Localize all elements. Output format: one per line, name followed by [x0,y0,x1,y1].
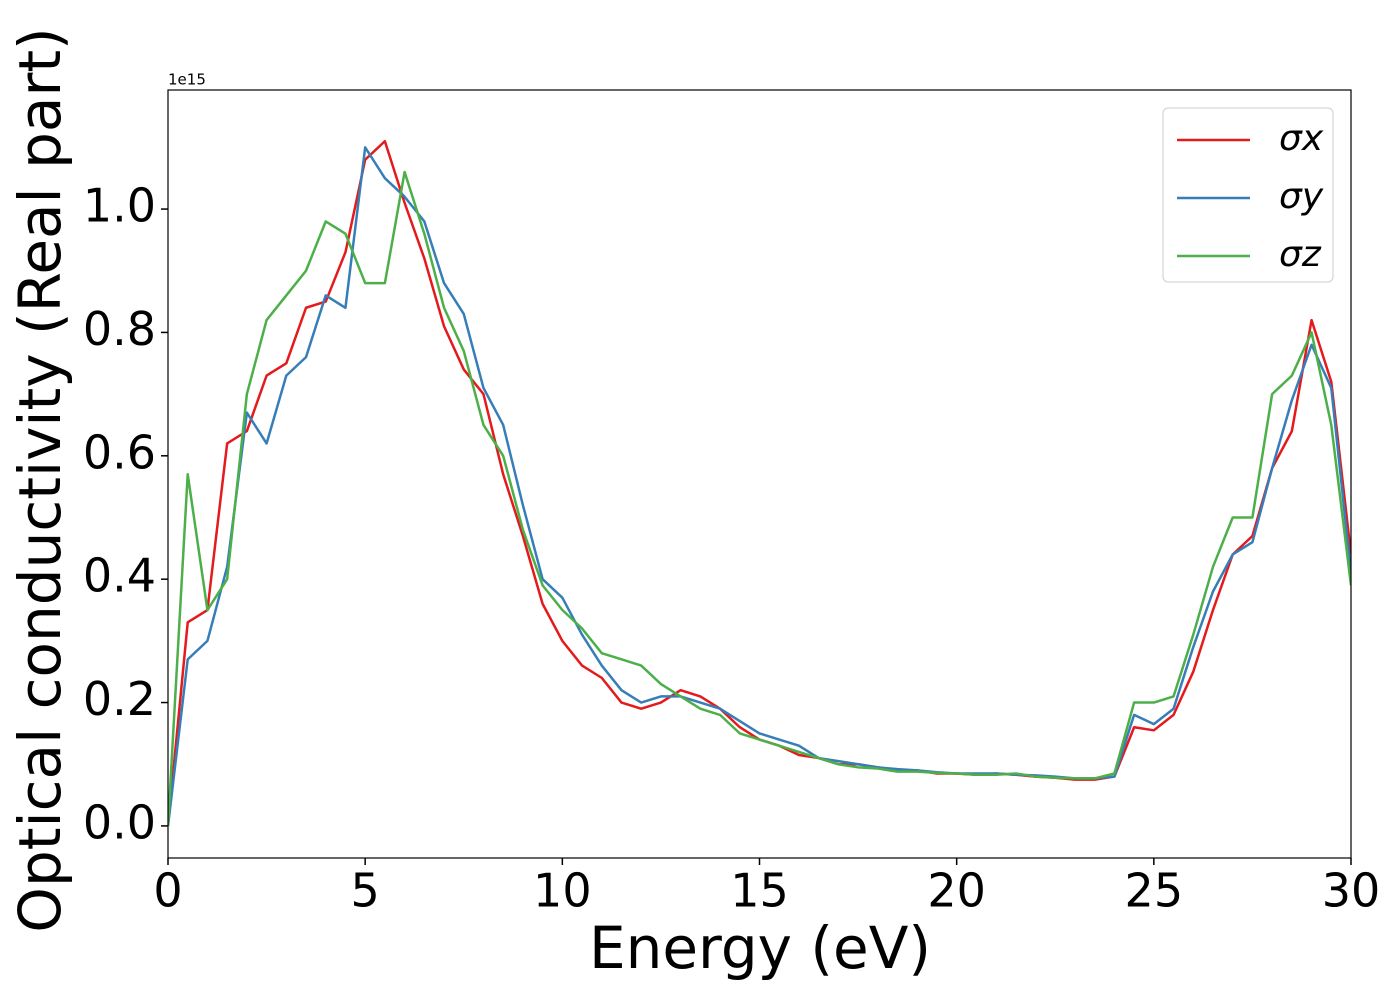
y-tick-label: 0.6 [83,425,156,479]
y-tick-label: 0.4 [83,549,156,603]
y-tick-label: 0.2 [83,672,156,726]
x-tick-label: 0 [153,864,182,918]
plot-frame [167,89,1352,859]
x-axis-label: Energy (eV) [589,914,931,982]
y-tick-label: 1.0 [83,179,156,233]
series-line [168,146,1351,827]
series-line [168,170,1351,826]
legend-label: σz [1279,234,1322,275]
x-tick-label: 5 [351,864,380,918]
x-tick-label: 20 [927,864,986,918]
legend-label: σx [1279,118,1324,159]
offset-label: 1e15 [168,71,206,89]
x-tick-label: 30 [1322,864,1381,918]
x-tick-label: 25 [1125,864,1184,918]
legend-label: σy [1279,176,1324,217]
x-tick-label: 15 [730,864,789,918]
legend-box [1162,107,1334,283]
y-axis-label: Optical conductivity (Real part) [6,27,74,932]
x-tick-label: 10 [533,864,592,918]
y-tick-label: 0.8 [83,302,156,356]
y-tick-label: 0.0 [83,795,156,849]
